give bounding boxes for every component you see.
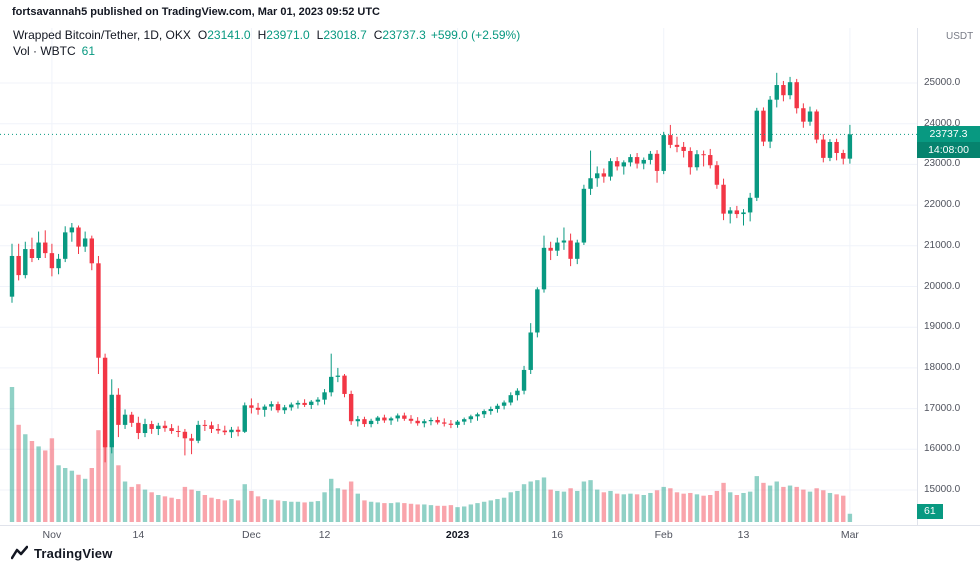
- price-axis-label: 24000.0: [924, 117, 961, 129]
- high-value: 23971.0: [266, 28, 310, 42]
- low-value: 23018.7: [323, 28, 367, 42]
- volume-badge: 61: [917, 504, 943, 519]
- close-value: 23737.3: [382, 28, 426, 42]
- low-label: L: [316, 28, 324, 42]
- price-axis-label: 19000.0: [924, 321, 961, 333]
- open-label: O: [197, 28, 208, 42]
- footer: TradingView: [11, 545, 113, 562]
- time-axis-label: Mar: [840, 529, 859, 541]
- last-price-badge: 23737.3 14:08:00: [917, 126, 980, 159]
- tradingview-wordmark[interactable]: TradingView: [34, 546, 113, 561]
- bar-countdown: 14:08:00: [917, 142, 980, 159]
- publish-header: fortsavannah5 published on TradingView.c…: [12, 6, 381, 18]
- time-axis[interactable]: Nov 14 Dec 12 2023 16 Feb 13 Mar: [0, 525, 980, 543]
- price-axis[interactable]: 25000.0 24000.0 23000.0 22000.0 21000.0 20000…: [917, 28, 980, 525]
- close-label: C: [373, 28, 383, 42]
- price-axis-label: 21000.0: [924, 239, 961, 251]
- time-axis-label: 13: [737, 529, 750, 541]
- price-axis-label: 18000.0: [924, 361, 961, 373]
- open-value: 23141.0: [207, 28, 251, 42]
- candlestick-chart[interactable]: [0, 28, 917, 525]
- volume-label[interactable]: Vol · WBTC: [13, 44, 76, 58]
- time-axis-label: Dec: [242, 529, 261, 541]
- price-axis-label: 15000.0: [924, 484, 961, 495]
- time-axis-label: 14: [132, 529, 145, 541]
- legend-volume-row: Vol · WBTC 61: [13, 43, 520, 59]
- price-axis-label: 16000.0: [924, 443, 961, 455]
- time-axis-label: Nov: [42, 529, 62, 541]
- quote-currency-label: USDT: [946, 31, 974, 42]
- high-label: H: [257, 28, 267, 42]
- time-axis-label: 12: [318, 529, 331, 541]
- change-value: +599.0 (+2.59%): [430, 28, 521, 42]
- price-axis-label: 25000.0: [924, 77, 961, 88]
- chart-legend: Wrapped Bitcoin/Tether, 1D, OKX O23141.0 H…: [13, 27, 520, 59]
- price-axis-label: 17000.0: [924, 402, 961, 414]
- symbol-title[interactable]: Wrapped Bitcoin/Tether, 1D, OKX: [13, 28, 191, 42]
- legend-ohlc-row: Wrapped Bitcoin/Tether, 1D, OKX O23141.0 H…: [13, 27, 520, 43]
- price-axis-label: 23000.0: [924, 158, 961, 170]
- tradingview-logo-icon[interactable]: [11, 545, 28, 562]
- volume-value: 61: [81, 44, 96, 58]
- time-axis-label: 16: [551, 529, 564, 541]
- time-axis-label: Feb: [654, 529, 673, 541]
- price-axis-label: 22000.0: [924, 199, 961, 211]
- last-price-value: 23737.3: [929, 128, 968, 141]
- price-axis-label: 20000.0: [924, 280, 961, 292]
- time-axis-label: 2023: [445, 529, 470, 541]
